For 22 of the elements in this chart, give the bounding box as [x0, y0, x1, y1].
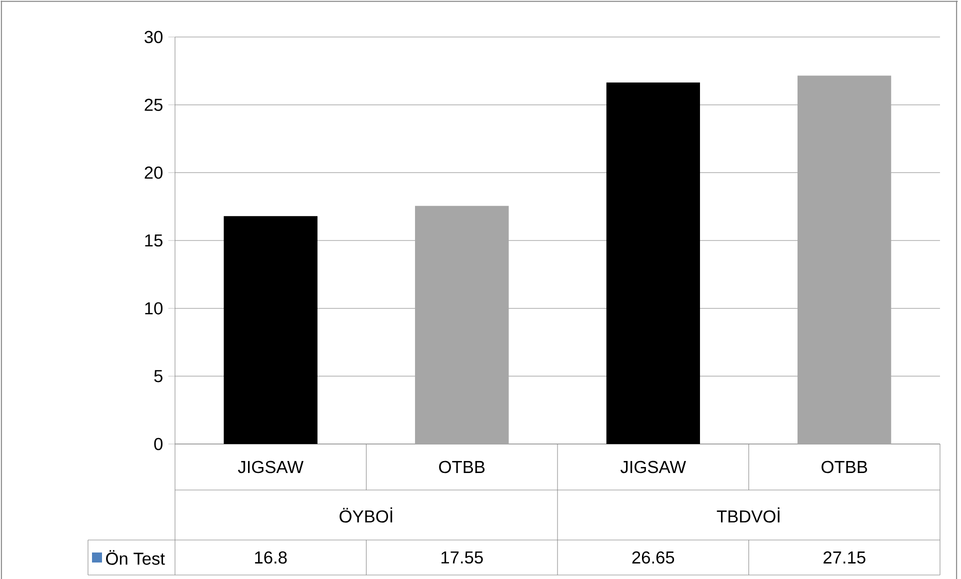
data-label: 26.65 [632, 551, 674, 564]
bar [415, 206, 509, 444]
y-tick-label: 20 [144, 166, 163, 179]
x-tick-label: OTBB [439, 460, 485, 474]
bar [224, 216, 318, 444]
y-tick-label: 5 [154, 370, 162, 382]
text: TBDVOİ [716, 507, 780, 523]
y-tick-label: 25 [144, 98, 162, 111]
y-tick-label: 15 [145, 234, 162, 247]
bar [798, 76, 892, 444]
x-tick-label: JIGSAW [620, 460, 686, 474]
y-tick-label: 30 [144, 30, 163, 44]
text: ÖYBOİ [340, 507, 392, 523]
data-label: 17.55 [442, 551, 483, 564]
data-label: 27.15 [824, 551, 866, 564]
x-tick-label: OTBB [822, 460, 868, 474]
y-tick-label: 10 [145, 302, 163, 314]
x-tick-label: JIGSAW [238, 460, 304, 474]
text: Ön Test [106, 550, 165, 565]
bar [606, 82, 700, 444]
y-tick-label: 0 [154, 438, 163, 450]
data-label: 16.8 [255, 551, 287, 564]
